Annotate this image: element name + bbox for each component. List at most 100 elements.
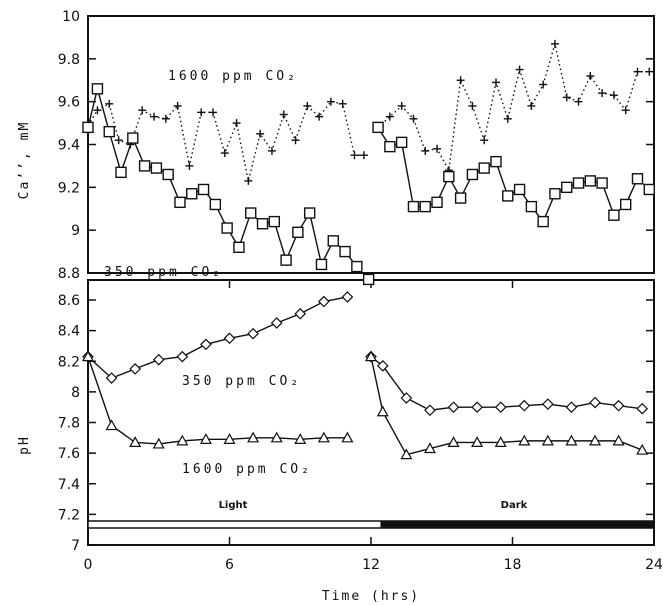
triangle-marker [636,443,649,455]
square-marker [197,183,210,196]
series-line-ph_1600 [370,356,643,456]
triangle-marker [294,433,307,444]
plus-marker [421,146,430,155]
plus-marker [397,101,406,110]
y-tick-label: 10 [62,9,80,25]
square-marker [443,170,455,183]
triangle-marker [565,434,578,446]
square-marker [513,183,526,196]
triangle-marker [223,433,236,444]
square-marker [91,83,104,95]
diamond-marker [152,353,165,366]
triangle-marker [129,436,142,448]
square-marker [233,241,245,254]
diamond-marker [317,295,330,308]
diamond-marker [494,401,507,414]
triangle-marker [105,419,118,431]
plus-marker [539,80,548,89]
plus-marker [185,161,194,170]
square-marker [584,175,597,187]
square-marker [292,226,304,239]
plus-marker [338,99,347,108]
plus-marker [621,106,630,115]
triangle-marker [81,350,95,362]
square-marker [186,188,198,200]
triangle-marker [364,350,378,362]
y-tick-label: 8 [71,385,80,401]
triangle-marker [400,448,413,460]
square-marker [162,168,174,181]
plus-marker [291,136,300,145]
plus-marker [385,112,394,121]
square-marker [395,136,408,149]
triangle-marker [471,436,484,448]
square-marker [138,160,151,172]
square-marker [174,196,186,209]
square-marker [256,218,269,230]
square-marker [490,155,502,168]
diamond-marker [542,398,554,410]
annotation-ca-350: 350 ppm CO₂ [104,265,223,280]
plus-marker [598,89,607,98]
annotation-ph-1600: 1600 ppm CO₂ [182,462,312,477]
tick-labels: 10 9.8 9.6 9.4 9.2 9 8.8 8.6 8.4 8.2 8 7.8 7.6 7.4 7.2… [17,9,663,604]
series-line-ca_350 [87,86,370,280]
diamond-marker [565,401,578,414]
diamond-marker [589,396,601,409]
diamond-marker [518,399,531,412]
light-label: Light [219,500,248,511]
x-tick-label: 0 [84,557,93,573]
triangle-marker [589,434,602,446]
x-tick-label: 18 [504,557,522,573]
y-tick-label: 7.4 [58,477,80,493]
square-marker [631,173,644,185]
plus-marker [468,101,477,110]
square-marker [431,196,443,209]
plus-marker [359,151,368,160]
series-line-ph_350 [370,356,643,411]
series-line-ph_350 [87,296,348,379]
y-tick-label: 7.8 [58,416,80,432]
plus-marker [279,110,288,119]
diamond-marker [270,317,283,329]
plus-marker [197,108,206,117]
square-marker [362,273,375,286]
y-tick-label: 8.8 [58,266,80,282]
plus-marker [645,67,654,76]
square-marker [572,177,585,189]
square-marker [327,235,339,247]
plus-marker [550,39,559,48]
square-marker [268,215,281,228]
plus-marker [138,106,147,115]
diamond-marker [636,402,649,415]
diamond-marker [424,404,436,417]
diamond-marker [341,291,354,303]
y-tick-label: 8.2 [58,354,80,370]
plus-marker [220,149,229,158]
y-tick-label: 7.2 [58,507,80,523]
triangle-marker [247,431,260,443]
y-tick-label: 8.4 [58,324,80,340]
diamond-marker [471,401,483,414]
diamond-marker [129,363,142,375]
plus-marker [114,136,123,145]
triangle-marker [199,433,212,444]
square-marker [478,162,490,174]
square-marker [150,162,163,174]
triangle-marker [612,434,625,446]
annotation-ca-1600: 1600 ppm CO₂ [168,69,298,84]
diamond-marker [200,338,212,351]
diamond-marker [223,332,236,345]
plus-marker [303,101,312,110]
y-tick-label: 7.6 [58,446,80,462]
x-tick-label: 24 [645,557,663,573]
plus-marker [315,112,324,121]
triangle-marker [341,431,354,443]
diamond-marker [376,359,389,372]
square-marker [620,198,632,211]
square-marker [372,121,384,134]
square-marker [280,254,292,266]
plus-marker [633,67,642,76]
ph-panel-frame [87,279,655,546]
y-tick-label: 9.8 [58,52,80,68]
